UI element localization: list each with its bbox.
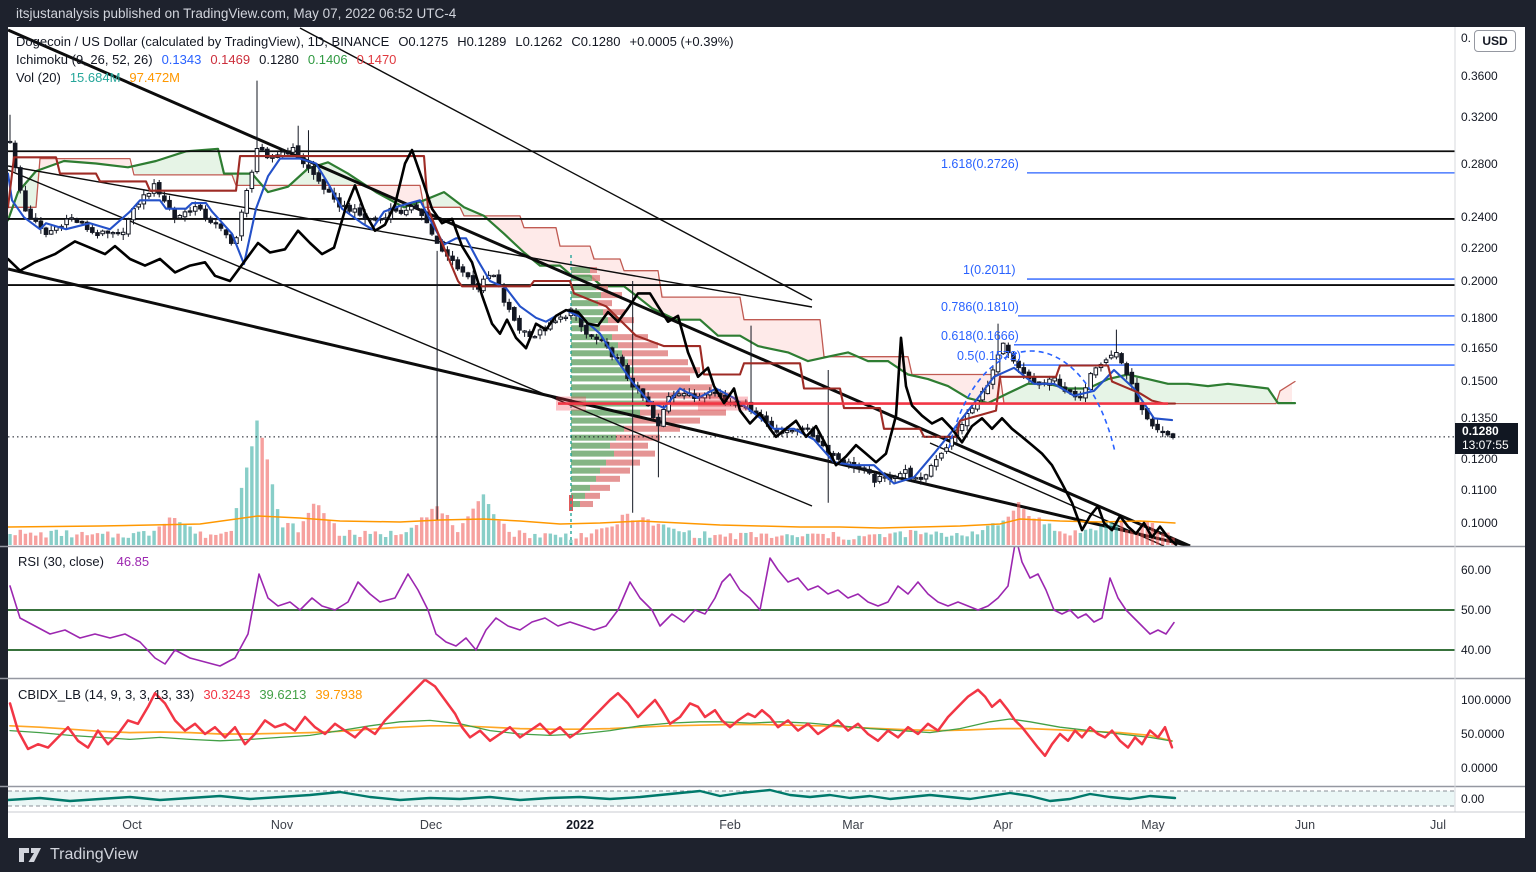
axis-top-partial: 0. — [1461, 31, 1472, 45]
fib-level-label: 0.5(0.1572) — [957, 349, 1021, 364]
time-axis-month: 2022 — [566, 818, 594, 832]
price-axis-tick: 0.3200 — [1461, 109, 1498, 124]
symbol-title: Dogecoin / US Dollar (calculated by Trad… — [16, 34, 390, 49]
rsi-axis-tick: 40.00 — [1461, 643, 1492, 657]
price-axis-tick: 0.2400 — [1461, 210, 1498, 225]
volume-label: Vol (20) — [16, 70, 61, 85]
legend-value: C0.1280 — [571, 34, 621, 49]
price-axis-tick: 0.1800 — [1461, 310, 1498, 325]
bar-countdown: 13:07:55 — [1462, 438, 1509, 452]
legend-value: 0.1343 — [161, 52, 202, 67]
cbidx-axis-tick: 0.0000 — [1461, 761, 1498, 775]
legend-value: 30.3243 — [203, 687, 251, 702]
tradingview-logo-icon[interactable] — [18, 845, 42, 865]
price-axis-tick: 0.1000 — [1461, 516, 1498, 531]
symbol-legend-row: Dogecoin / US Dollar (calculated by Trad… — [16, 34, 734, 50]
legend-value: 0.1469 — [210, 52, 251, 67]
cbidx-label: CBIDX_LB (14, 9, 3, 3, 13, 33) — [18, 687, 195, 702]
price-axis-tick: 0.2800 — [1461, 156, 1498, 171]
signal-axis-tick: 0.00 — [1461, 792, 1485, 806]
legend-value: 39.6213 — [259, 687, 307, 702]
ichimoku-values: 0.1343 0.1469 0.1280 0.1406 0.1470 — [153, 52, 397, 67]
rsi-value: 46.85 — [116, 554, 150, 569]
price-axis-tick: 0.1200 — [1461, 452, 1498, 467]
legend-value: L0.1262 — [515, 34, 563, 49]
time-axis-month: Dec — [419, 818, 443, 832]
price-axis-tick: 0.1650 — [1461, 341, 1498, 356]
fib-level-label: 0.786(0.1810) — [941, 299, 1019, 314]
time-axis-month: Apr — [993, 818, 1013, 832]
legend-value: 15.684M — [69, 70, 121, 85]
time-axis-month: May — [1141, 818, 1165, 832]
rsi-legend-row: RSI (30, close) 46.85 — [18, 554, 149, 570]
price-axis-tick: 0.1100 — [1461, 482, 1497, 497]
volume-legend-row: Vol (20) 15.684M 97.472M — [16, 70, 180, 86]
time-axis-month: Nov — [270, 818, 294, 832]
price-axis-tick: 0.2000 — [1461, 274, 1498, 288]
cbidx-legend-row: CBIDX_LB (14, 9, 3, 3, 13, 33) 30.3243 39.… — [18, 687, 362, 703]
price-axis-tick: 0.1350 — [1461, 411, 1498, 426]
fib-level-label: 0.618(0.1666) — [941, 328, 1019, 343]
publish-text: itsjustanalysis published on TradingView… — [16, 6, 457, 21]
ohlc-values: O0.1275 H0.1289 L0.1262 C0.1280 +0.0005 (+0.… — [389, 34, 733, 49]
currency-button[interactable]: USD — [1474, 30, 1516, 52]
price-axis-tick: 0.3600 — [1461, 68, 1498, 83]
legend-value: +0.0005 (+0.39%) — [629, 34, 734, 49]
fib-level-label: 1.618(0.2726) — [941, 156, 1019, 171]
brand-name[interactable]: TradingView — [50, 846, 139, 863]
rsi-label: RSI (30, close) — [18, 554, 104, 569]
ichimoku-label: Ichimoku (9, 26, 52, 26) — [16, 52, 153, 67]
time-axis-month: Mar — [842, 818, 864, 832]
cbidx-axis-tick: 50.0000 — [1461, 727, 1505, 741]
legend-value: 0.1470 — [356, 52, 397, 67]
legend-value: 0.1406 — [307, 52, 348, 67]
price-axis-tick: 0.1500 — [1461, 374, 1498, 389]
legend-value: 0.1280 — [259, 52, 299, 67]
legend-value: H0.1289 — [457, 34, 507, 49]
rsi-axis-tick: 50.00 — [1461, 603, 1492, 617]
footer-bar: TradingView — [0, 838, 1536, 872]
last-price-value: 0.1280 — [1462, 424, 1499, 438]
time-axis-month: Jun — [1294, 818, 1316, 832]
volume-values: 15.684M 97.472M — [61, 70, 180, 85]
rsi-axis-tick: 60.00 — [1461, 563, 1492, 577]
cbidx-values: 30.3243 39.6213 39.7938 — [194, 687, 362, 702]
legend-value: O0.1275 — [398, 34, 449, 49]
cbidx-axis-tick: 100.0000 — [1461, 693, 1512, 707]
publish-bar: itsjustanalysis published on TradingView… — [0, 0, 1536, 27]
time-axis-month: Oct — [122, 818, 142, 832]
ichimoku-legend-row: Ichimoku (9, 26, 52, 26) 0.1343 0.1469 0.12… — [16, 52, 396, 68]
price-axis-tick: 0.2200 — [1461, 240, 1498, 255]
time-axis-month: Jul — [1430, 818, 1446, 832]
legend-value: 39.7938 — [315, 687, 363, 702]
last-price-badge: 0.1280 13:07:55 — [1455, 423, 1518, 454]
time-axis-month: Feb — [719, 818, 741, 832]
legend-value: 97.472M — [129, 70, 180, 85]
fib-level-label: 1(0.2011) — [963, 263, 1016, 278]
